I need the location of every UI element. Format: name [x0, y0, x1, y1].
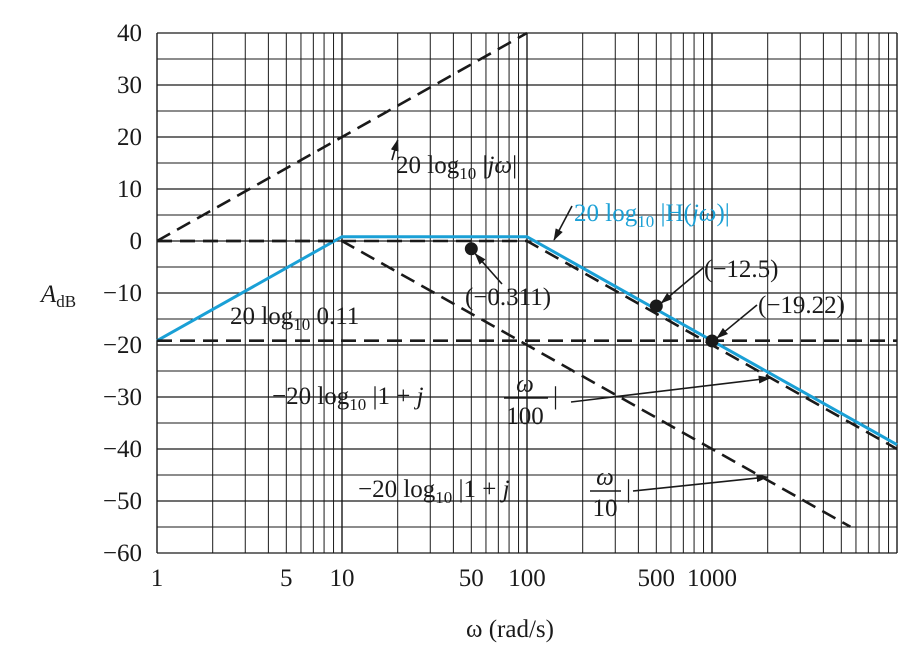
point-label-3: (−19.22) [758, 292, 845, 319]
y-axis-label: AdB [39, 281, 76, 311]
marked-point [649, 299, 663, 313]
pole10-label-end: | [626, 476, 631, 503]
pole100-frac-num: ω [516, 371, 534, 398]
y-tick-label: 40 [117, 20, 142, 47]
x-tick-label: 1 [151, 565, 164, 592]
marked-points [464, 242, 719, 348]
y-tick-label: −10 [103, 280, 142, 307]
jw-asymptote-label: 20 log10 |jω| [396, 152, 517, 183]
y-tick-label: 30 [117, 72, 142, 99]
x-tick-label: 100 [508, 565, 546, 592]
y-tick-label: 0 [130, 228, 143, 255]
point-label-2: (−12.5) [704, 256, 779, 283]
point-1-arrow [474, 253, 503, 285]
point-2-arrow [660, 267, 704, 304]
magnitude-label-arrow [553, 205, 573, 241]
pole100-label-text: −20 log10 |1 + j [272, 383, 424, 414]
marked-point [464, 242, 478, 256]
y-tick-label: −30 [103, 384, 142, 411]
x-tick-label: 50 [459, 565, 484, 592]
pole10-frac-num: ω [596, 464, 614, 491]
pole100-label-arrow [570, 375, 771, 403]
y-tick-label: 10 [117, 176, 142, 203]
point-3-arrow [716, 304, 758, 339]
plot-grid [156, 32, 898, 554]
marked-point [705, 334, 719, 348]
point-label-1: (−0.311) [465, 284, 551, 311]
annotation-arrows [390, 139, 771, 492]
pole10-label-text: −20 log10 |1 + j [358, 476, 510, 507]
y-tick-label: −40 [103, 436, 142, 463]
magnitude-response-label: 20 log10 |H(jω)| [574, 200, 730, 231]
gain-asymptote-label: 20 log10 0.11 [230, 303, 359, 334]
y-tick-label: −50 [103, 488, 142, 515]
plot-lines [156, 31, 898, 528]
pole10-frac-den: 10 [593, 495, 618, 522]
jw-label-arrow [390, 139, 399, 161]
y-tick-label: −20 [103, 332, 142, 359]
x-tick-label: 10 [330, 565, 355, 592]
x-axis-label: ω (rad/s) [466, 616, 554, 643]
y-tick-label: −60 [103, 540, 142, 567]
pole10-asymptote-label: −20 log10 |1 + j ω 10 | [358, 464, 631, 522]
asymptote-line [157, 239, 898, 451]
pole100-asymptote-label: −20 log10 |1 + j ω 100 | [272, 371, 558, 430]
x-tick-label: 1000 [687, 565, 737, 592]
pole100-label-end: | [553, 383, 558, 410]
asymptote-line [156, 31, 528, 243]
pole10-label-arrow [632, 474, 769, 492]
pole100-frac-den: 100 [506, 403, 544, 430]
x-tick-label: 5 [280, 565, 293, 592]
y-tick-label: 20 [117, 124, 142, 151]
x-tick-label: 500 [638, 565, 676, 592]
